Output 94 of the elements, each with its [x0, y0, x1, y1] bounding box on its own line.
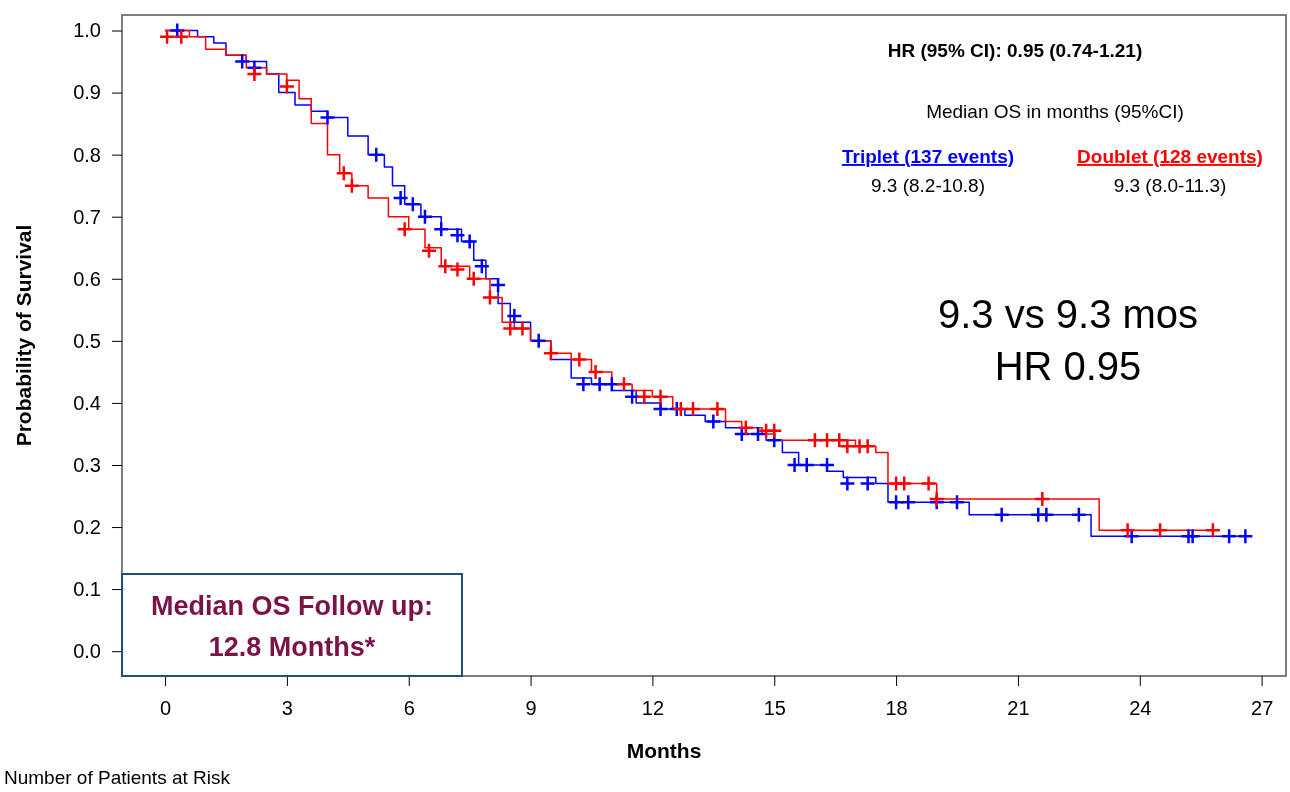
point — [489, 276, 507, 294]
annotation: 9.3 (8.0-11.3) — [1113, 175, 1227, 196]
point — [591, 376, 608, 393]
x-tick-label: 9 — [525, 697, 537, 719]
text: Number of Patients at Risk — [4, 767, 231, 788]
point — [993, 506, 1010, 523]
y-tick-label: 0.8 — [73, 143, 101, 166]
point — [948, 493, 966, 511]
annotation: 9.3 (8.2-10.8) — [870, 175, 986, 196]
annotation: HR 0.95 — [994, 344, 1142, 388]
y-tick-label: 0.7 — [73, 205, 101, 228]
point — [1184, 528, 1201, 545]
point — [895, 475, 913, 492]
point — [766, 422, 783, 440]
text: Doublet (128 events) — [1077, 146, 1263, 167]
point — [615, 376, 633, 393]
point — [246, 65, 263, 83]
y-tick-label: 1.0 — [73, 19, 101, 42]
point — [737, 419, 755, 436]
point — [396, 220, 413, 238]
point — [392, 189, 409, 207]
point — [514, 320, 531, 337]
point — [575, 376, 592, 393]
point — [1220, 528, 1238, 545]
point — [335, 165, 352, 182]
point — [461, 233, 478, 250]
point — [278, 78, 296, 95]
point — [1070, 506, 1088, 523]
annotation: 9.3 vs 9.3 mos — [937, 292, 1199, 336]
annotation: Median OS Follow up: — [151, 591, 433, 621]
point — [473, 258, 491, 275]
point — [1237, 528, 1254, 545]
y-tick-label: 0.9 — [73, 81, 101, 104]
y-tick-label: 0.5 — [73, 329, 101, 352]
y-tick-label: 0.3 — [73, 453, 101, 476]
point — [420, 242, 438, 260]
point — [859, 475, 876, 492]
point — [233, 53, 251, 70]
x-tick-label: 24 — [1129, 697, 1152, 719]
point — [705, 413, 722, 430]
point — [449, 227, 466, 244]
point — [173, 28, 190, 45]
point — [709, 400, 726, 418]
x-tick-label: 3 — [281, 697, 293, 719]
x-tick-label: 18 — [885, 697, 908, 719]
point — [404, 196, 422, 213]
point — [818, 456, 836, 474]
point — [900, 493, 917, 511]
point — [449, 261, 466, 278]
point — [1038, 506, 1055, 523]
point — [1034, 490, 1051, 508]
point — [587, 363, 604, 381]
point — [786, 456, 803, 474]
point — [1204, 521, 1222, 539]
x-tick-label: 12 — [641, 697, 665, 719]
y-tick-label: 0.6 — [73, 267, 101, 290]
point — [636, 388, 653, 405]
point — [542, 345, 560, 362]
point — [437, 258, 454, 275]
point — [839, 475, 856, 492]
annotation: HR (95% CI): 0.95 (0.74-1.21) — [887, 40, 1143, 61]
x-tick-label: 6 — [403, 697, 415, 719]
point — [481, 289, 499, 306]
point — [920, 475, 937, 492]
x-tick-label: 15 — [763, 697, 786, 719]
x-axis-title: Months — [626, 739, 702, 762]
point — [571, 351, 588, 368]
y-axis-title: Probability of Survival — [12, 224, 35, 447]
point — [319, 109, 336, 126]
x-tick-label: 21 — [1007, 697, 1030, 719]
point — [652, 388, 669, 405]
annotation: Median OS in months (95%CI) — [926, 101, 1184, 122]
point — [432, 220, 450, 238]
point — [465, 270, 482, 288]
y-tick-label: 0.2 — [73, 515, 101, 538]
point — [367, 146, 385, 163]
annotation: 12.8 Months* — [208, 632, 376, 662]
text: Triplet (137 events) — [841, 146, 1015, 167]
x-tick-label: 0 — [159, 697, 172, 719]
point — [1119, 521, 1136, 539]
y-tick-label: 0.4 — [73, 391, 101, 414]
point — [798, 456, 815, 474]
y-tick-label: 0.0 — [73, 640, 101, 663]
point — [530, 332, 547, 350]
point — [343, 177, 361, 194]
point — [506, 307, 523, 325]
point — [1151, 521, 1169, 539]
point — [416, 208, 434, 225]
x-tick-label: 27 — [1251, 697, 1274, 719]
point — [158, 28, 176, 45]
point — [684, 400, 702, 418]
point — [859, 438, 876, 455]
point — [749, 425, 767, 443]
y-tick-label: 0.1 — [73, 578, 101, 601]
